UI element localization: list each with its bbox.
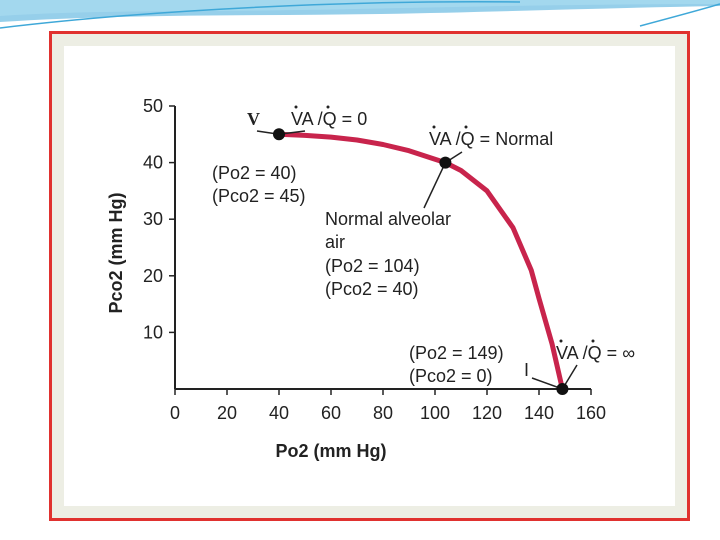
q-dot-inf: [591, 339, 595, 343]
x-tick-label: 100: [420, 403, 450, 423]
normal-air-line1: Normal alveolar: [325, 209, 451, 229]
q-dot-normal: [464, 125, 468, 129]
deco-swoosh-right: [639, 3, 720, 27]
x-tick-label: 40: [269, 403, 289, 423]
axes: [169, 105, 592, 395]
data-points: [273, 128, 569, 395]
va-dot-zero: [294, 105, 298, 109]
va-q-infinity-label: VA /Q = ∞: [556, 343, 635, 363]
va-q-normal-label: VA /Q = Normal: [429, 129, 553, 149]
x-tick-label: 120: [472, 403, 502, 423]
x-tick-label: 160: [576, 403, 606, 423]
deco-swoosh: [0, 0, 521, 29]
i-pco2-label: (Pco2 = 0): [409, 366, 493, 386]
y-tick-label: 10: [143, 322, 163, 342]
slide-decoration: [0, 0, 720, 29]
tick-labels: 0 20 40 60 80 100 120 140 160 10 20 30 40 50: [143, 96, 606, 423]
point-v: [273, 128, 285, 141]
x-axis-title: Po2 (mm Hg): [275, 441, 386, 461]
x-tick-label: 140: [524, 403, 554, 423]
i-label: I: [524, 360, 529, 380]
v-pco2-label: (Pco2 = 45): [212, 186, 306, 206]
y-tick-label: 40: [143, 153, 163, 173]
x-tick-label: 0: [170, 403, 180, 423]
va-dot-normal: [432, 125, 436, 129]
va-q-zero-label: VA /Q = 0: [291, 109, 367, 129]
y-tick-label: 20: [143, 266, 163, 286]
i-po2-label: (Po2 = 149): [409, 343, 504, 363]
y-tick-label: 50: [143, 96, 163, 116]
normal-pco2-label: (Pco2 = 40): [325, 279, 419, 299]
deco-wave-light: [0, 0, 720, 16]
pointer-normal-air: [423, 162, 447, 209]
q-dot-zero: [326, 105, 330, 109]
chart-area: 0 20 40 60 80 100 120 140 160 10 20 30 40 50 Po2 (mm …: [64, 46, 675, 506]
normal-po2-label: (Po2 = 104): [325, 256, 420, 276]
y-tick-label: 30: [143, 209, 163, 229]
x-tick-label: 20: [217, 403, 237, 423]
v-po2-label: (Po2 = 40): [212, 163, 297, 183]
x-tick-label: 60: [321, 403, 341, 423]
ventilation-perfusion-chart: 0 20 40 60 80 100 120 140 160 10 20 30 40 50 Po2 (mm …: [106, 96, 635, 461]
v-label: V: [247, 109, 260, 129]
y-axis-title: Pco2 (mm Hg): [106, 192, 126, 313]
va-dot-inf: [559, 339, 563, 343]
point-i: [556, 383, 569, 395]
normal-air-line2: air: [325, 232, 345, 252]
x-tick-label: 80: [373, 403, 393, 423]
chart-frame: 0 20 40 60 80 100 120 140 160 10 20 30 40 50 Po2 (mm …: [49, 31, 690, 521]
point-normal: [439, 156, 452, 169]
